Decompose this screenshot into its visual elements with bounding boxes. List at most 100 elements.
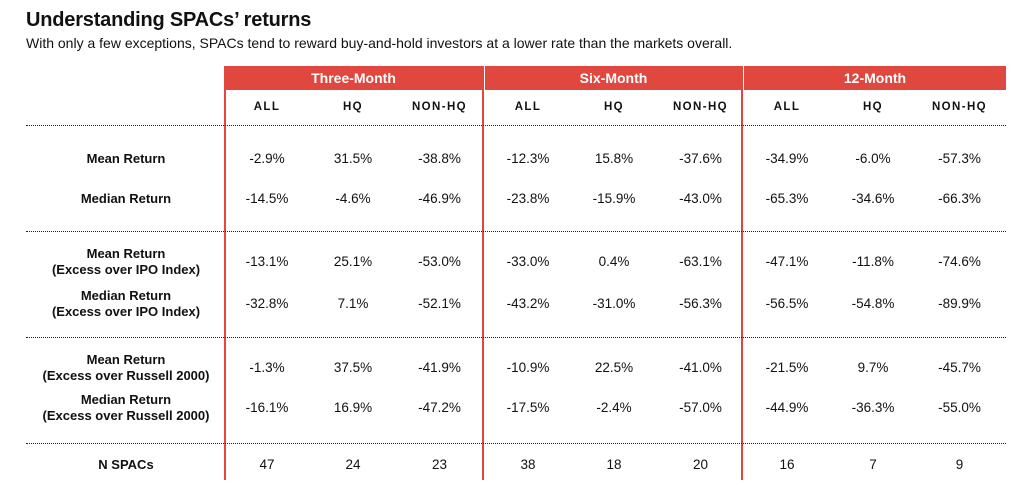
row-label: Mean Return (Excess over Russell 2000) [26, 352, 226, 384]
row-label: N SPACs [26, 457, 226, 473]
table-cell: 20 [692, 457, 709, 472]
table-cell: -43.0% [679, 191, 722, 206]
table-cell: -16.1% [245, 400, 289, 415]
table-cell: -34.6% [851, 191, 895, 206]
subcolumn-header: ALL [773, 101, 801, 113]
row-divider [26, 337, 1006, 338]
table-cell: 7.1% [337, 296, 369, 311]
subcolumn-header: ALL [514, 101, 542, 113]
table-cell: 9.7% [857, 360, 889, 375]
row-label-line: Median Return [80, 288, 172, 303]
table-cell: -56.5% [765, 296, 809, 311]
table-cell: 15.8% [594, 151, 634, 166]
table-cell: -89.9% [938, 296, 981, 311]
row-divider [26, 125, 1006, 126]
row-label-line: Median Return [80, 191, 172, 206]
table-cell: -57.0% [679, 400, 722, 415]
row-label-line: (Excess over Russell 2000) [42, 368, 210, 383]
table-cell: 31.5% [333, 151, 373, 166]
row-label-line: Median Return [80, 392, 172, 407]
table-cell: -13.1% [245, 254, 289, 269]
row-label: Median Return [26, 191, 226, 207]
table-cell: -54.8% [851, 296, 895, 311]
table-cell: -31.0% [592, 296, 636, 311]
row-label-line: Mean Return [86, 246, 166, 261]
table-cell: 16.9% [333, 400, 373, 415]
table-cell: -45.7% [938, 360, 981, 375]
table-cell: -38.8% [418, 151, 461, 166]
table-cell: -63.1% [679, 254, 722, 269]
table-cell: -52.1% [418, 296, 461, 311]
row-label-line: Mean Return [86, 352, 166, 367]
group-header-0: Three-Month [224, 66, 483, 90]
table-cell: -44.9% [765, 400, 809, 415]
table-cell: -12.3% [506, 151, 550, 166]
table-cell: 22.5% [594, 360, 634, 375]
group-separator [741, 66, 743, 480]
subcolumn-header: NON-HQ [411, 101, 468, 113]
row-label-line: N SPACs [98, 457, 154, 472]
table-cell: -11.8% [852, 254, 894, 269]
table-cell: -21.5% [765, 360, 809, 375]
table-cell: -46.9% [418, 191, 461, 206]
table-cell: -74.6% [938, 254, 981, 269]
table-cell: -6.0% [855, 151, 891, 166]
returns-table: Three-Month Six-Month 12-Month ALL HQ NON-HQ A… [26, 66, 1006, 486]
table-cell: 47 [259, 457, 275, 472]
row-label: Mean Return (Excess over IPO Index) [26, 246, 226, 278]
table-cell: -1.3% [249, 360, 285, 375]
row-divider [26, 231, 1006, 232]
row-label: Median Return (Excess over IPO Index) [26, 288, 226, 320]
table-cell: -55.0% [938, 400, 981, 415]
table-cell: -41.0% [679, 360, 722, 375]
table-cell: -23.8% [506, 191, 550, 206]
table-cell: 16 [779, 457, 795, 472]
table-cell: 38 [520, 457, 536, 472]
table-cell: -65.3% [765, 191, 809, 206]
table-cell: 25.1% [333, 254, 373, 269]
table-cell: -10.9% [506, 360, 550, 375]
table-cell: 37.5% [333, 360, 373, 375]
subcolumn-header: HQ [603, 101, 625, 113]
table-cell: 18 [606, 457, 622, 472]
table-cell: -32.8% [245, 296, 289, 311]
subcolumn-header: NON-HQ [672, 101, 729, 113]
row-label-line: Mean Return [86, 151, 166, 166]
table-cell: -2.9% [249, 151, 285, 166]
subcolumn-header: ALL [253, 101, 281, 113]
table-cell: -47.1% [765, 254, 809, 269]
subcolumn-header: HQ [862, 101, 884, 113]
table-cell: 7 [869, 457, 877, 472]
table-cell: 23 [431, 457, 448, 472]
chart-subtitle: With only a few exceptions, SPACs tend t… [26, 35, 733, 51]
subcolumn-header: NON-HQ [931, 101, 988, 113]
table-cell: -53.0% [418, 254, 461, 269]
row-divider [26, 443, 1006, 444]
table-cell: -66.3% [938, 191, 981, 206]
row-label: Median Return (Excess over Russell 2000) [26, 392, 226, 424]
table-cell: -41.9% [418, 360, 461, 375]
table-cell: -34.9% [765, 151, 809, 166]
subcolumn-header: HQ [342, 101, 364, 113]
table-cell: -37.6% [679, 151, 722, 166]
chart-title: Understanding SPACs’ returns [26, 9, 312, 31]
table-cell: -57.3% [938, 151, 981, 166]
table-cell: -15.9% [592, 191, 636, 206]
table-cell: -43.2% [506, 296, 550, 311]
table-cell: 24 [345, 457, 361, 472]
table-cell: -2.4% [596, 400, 632, 415]
table-cell: -47.2% [418, 400, 461, 415]
table-cell: 0.4% [598, 254, 630, 269]
row-label-line: (Excess over IPO Index) [51, 304, 201, 319]
table-cell: -17.5% [506, 400, 550, 415]
group-header-1: Six-Month [485, 66, 742, 90]
table-cell: -4.6% [335, 191, 371, 206]
table-cell: -36.3% [851, 400, 895, 415]
table-cell: -56.3% [679, 296, 722, 311]
group-separator [482, 66, 484, 480]
row-label-line: (Excess over IPO Index) [51, 262, 201, 277]
table-cell: 9 [955, 457, 964, 472]
row-label: Mean Return [26, 151, 226, 167]
table-cell: -33.0% [506, 254, 550, 269]
row-label-line: (Excess over Russell 2000) [42, 408, 210, 423]
